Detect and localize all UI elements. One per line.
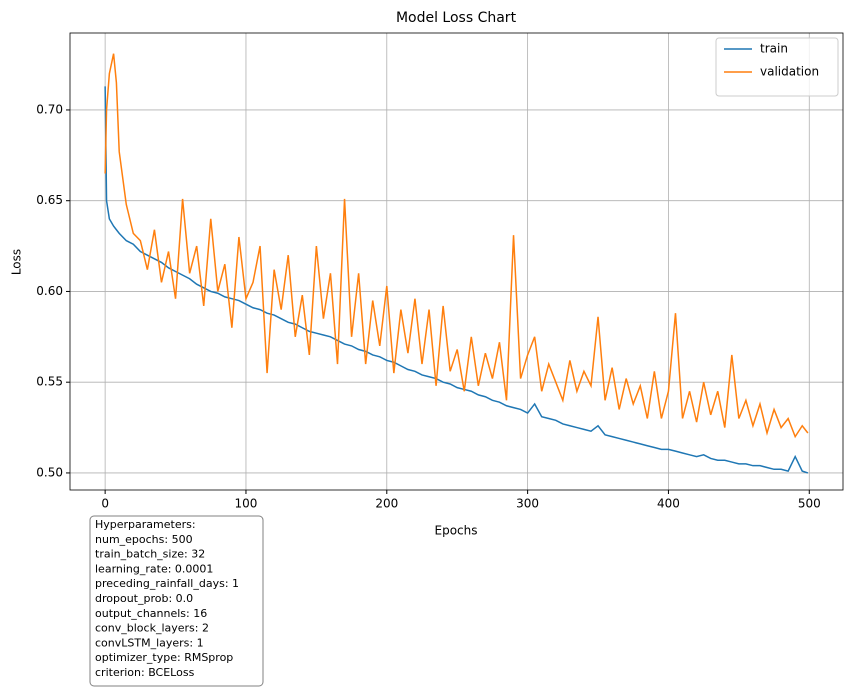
- y-tick-label: 0.50: [36, 465, 63, 479]
- plot-frame: [69, 32, 844, 491]
- legend-box: [715, 37, 839, 97]
- x-tick-label: 0: [101, 497, 109, 511]
- x-tick-label: 500: [798, 497, 821, 511]
- annotation-line: Hyperparameters:: [95, 518, 196, 531]
- annotation-line: learning_rate: 0.0001: [95, 562, 213, 575]
- legend-label: train: [760, 42, 788, 56]
- x-axis-label: Epochs: [435, 524, 478, 538]
- legend-label: validation: [760, 65, 819, 79]
- annotation-line: preceding_rainfall_days: 1: [95, 577, 239, 590]
- x-tick-label: 400: [657, 497, 680, 511]
- annotation-line: convLSTM_layers: 1: [95, 636, 204, 649]
- annotation-line: num_epochs: 500: [95, 533, 193, 546]
- y-tick-label: 0.55: [36, 375, 63, 389]
- annotation-line: dropout_prob: 0.0: [95, 592, 193, 605]
- y-axis-label: Loss: [10, 249, 24, 275]
- annotation-line: output_channels: 16: [95, 607, 207, 620]
- chart-title: Model Loss Chart: [396, 10, 517, 26]
- series-line: [104, 86, 809, 474]
- y-tick-label: 0.60: [36, 284, 63, 298]
- series-line: [104, 53, 809, 439]
- annotation-line: train_batch_size: 32: [95, 548, 205, 561]
- annotation-line: criterion: BCELoss: [95, 666, 195, 679]
- x-tick-label: 100: [235, 497, 258, 511]
- annotation-line: optimizer_type: RMSprop: [95, 651, 233, 664]
- annotation-line: conv_block_layers: 2: [95, 622, 209, 635]
- annotation-box: [89, 515, 264, 687]
- y-tick-label: 0.70: [36, 102, 63, 116]
- x-tick-label: 200: [375, 497, 398, 511]
- hyperparameter-box: Hyperparameters: num_epochs: 500 train_bat…: [89, 515, 264, 687]
- y-tick-label: 0.65: [36, 193, 63, 207]
- x-tick-label: 300: [516, 497, 539, 511]
